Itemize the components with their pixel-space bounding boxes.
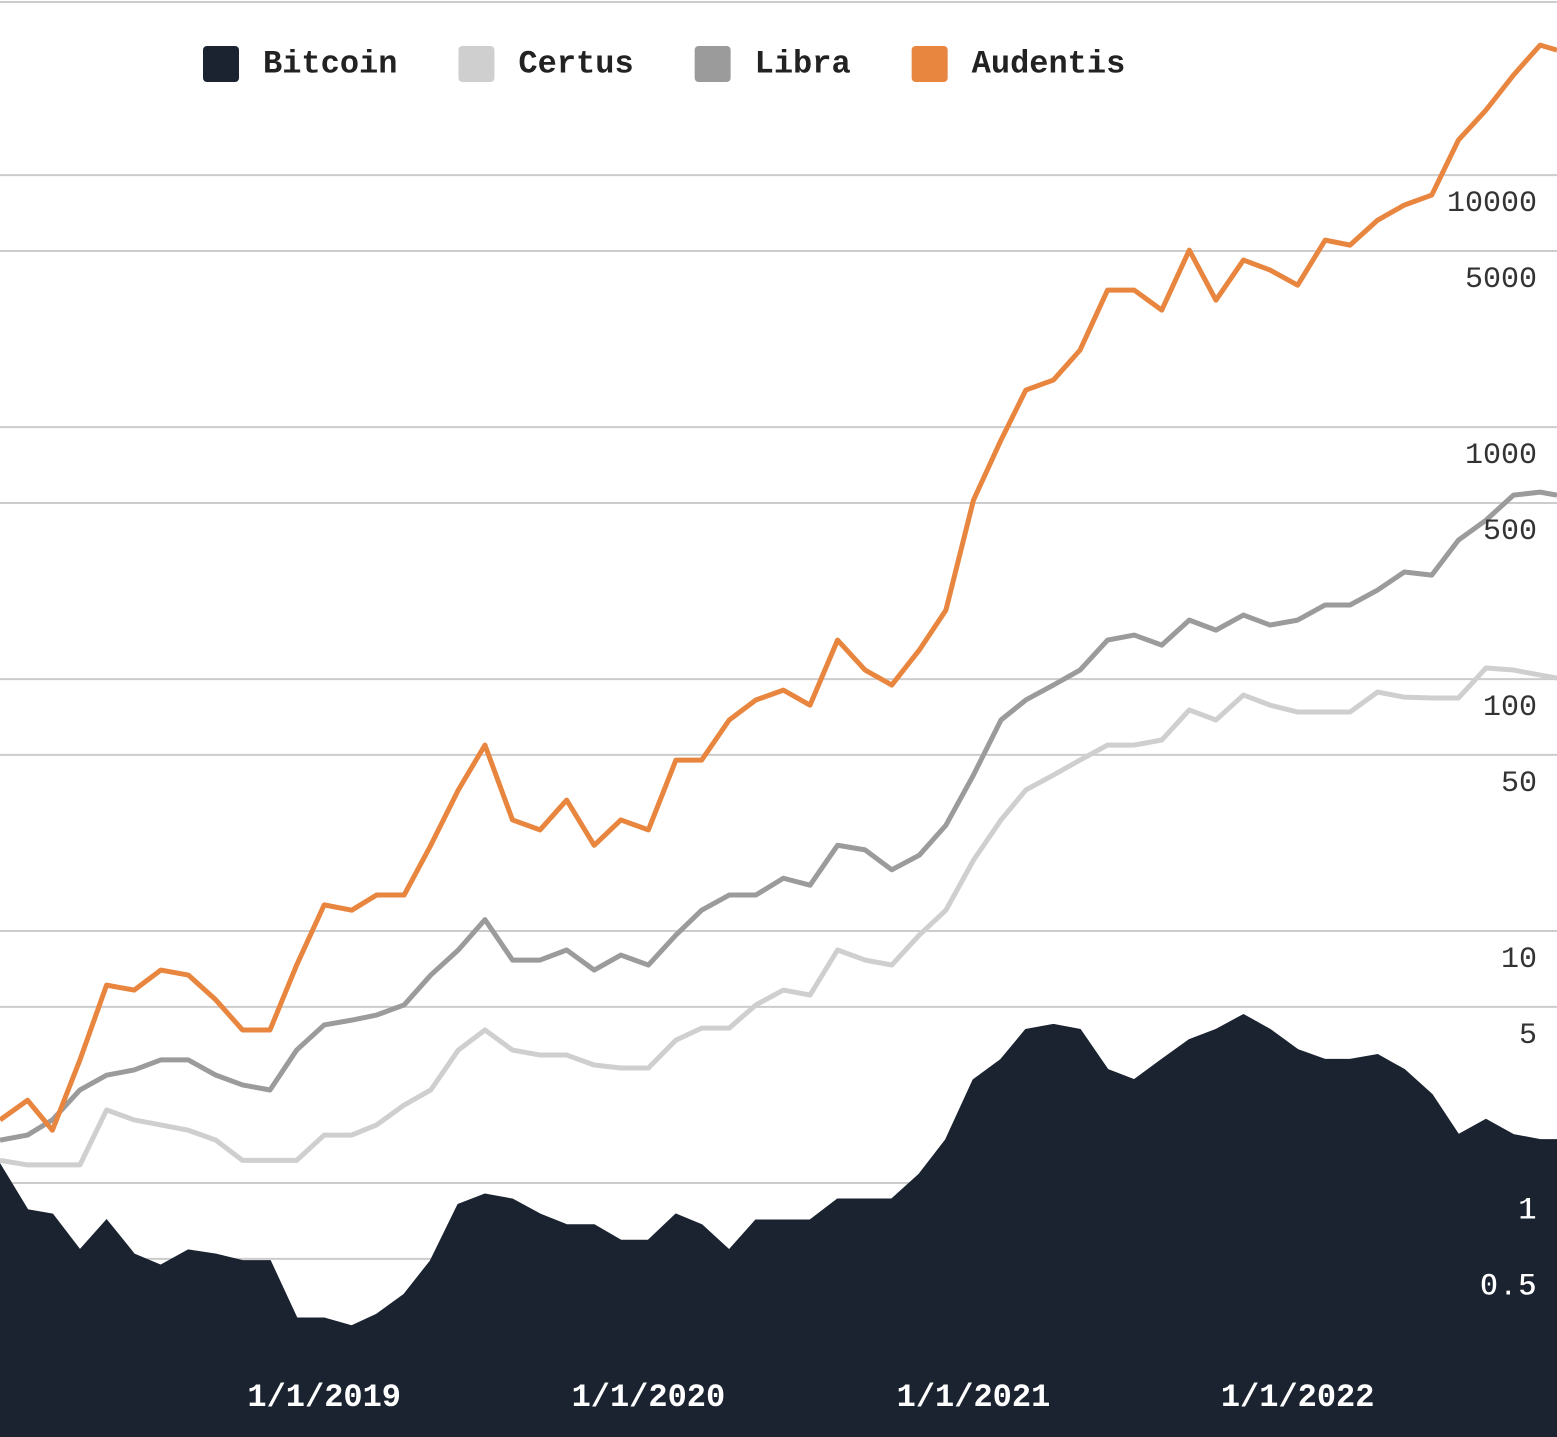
x-tick-label: 1/1/2020 — [572, 1379, 726, 1416]
y-tick-label: 10000 — [1447, 187, 1537, 221]
plot — [0, 42, 1557, 1437]
grid — [0, 174, 1557, 1260]
legend-swatch — [458, 46, 495, 82]
y-tick-label: 500 — [1483, 515, 1537, 549]
legend-swatch — [203, 46, 239, 82]
y-tick-label: 1000 — [1465, 439, 1537, 473]
y-tick-label: 5 — [1519, 1019, 1537, 1053]
area — [0, 1013, 1557, 1437]
axis-labels: 0.5 1 5 10 50 100 500 1000 5000 10000 1/1/2019 1/1/… — [247, 187, 1537, 1416]
y-tick-label: 10 — [1501, 943, 1537, 977]
line — [0, 489, 1557, 1143]
x-tick-label: 1/1/2022 — [1221, 1379, 1375, 1416]
legend-swatch — [911, 46, 948, 82]
legend: Bitcoin Certus Libra Audentis — [203, 45, 1125, 82]
y-tick-label: 100 — [1483, 691, 1537, 725]
line — [0, 665, 1557, 1168]
legend-label: Libra — [755, 45, 851, 82]
legend-label: Certus — [518, 45, 633, 82]
y-tick-label: 0.5 — [1479, 1268, 1537, 1305]
y-tick-label: 1 — [1518, 1192, 1537, 1229]
y-tick-label: 50 — [1501, 767, 1537, 801]
y-tick-label: 5000 — [1465, 263, 1537, 297]
legend-label: Bitcoin — [263, 45, 397, 82]
line — [0, 42, 1557, 1133]
legend-swatch — [694, 46, 731, 82]
x-tick-label: 1/1/2021 — [897, 1379, 1051, 1416]
legend-label: Audentis — [972, 45, 1126, 82]
x-tick-label: 1/1/2019 — [247, 1379, 401, 1416]
